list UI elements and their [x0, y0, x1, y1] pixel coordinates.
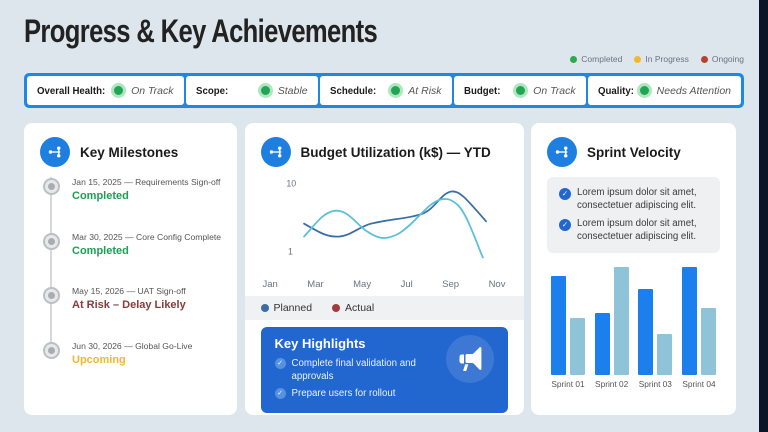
svg-text:1: 1 [287, 246, 292, 256]
svg-text:10: 10 [286, 179, 296, 189]
